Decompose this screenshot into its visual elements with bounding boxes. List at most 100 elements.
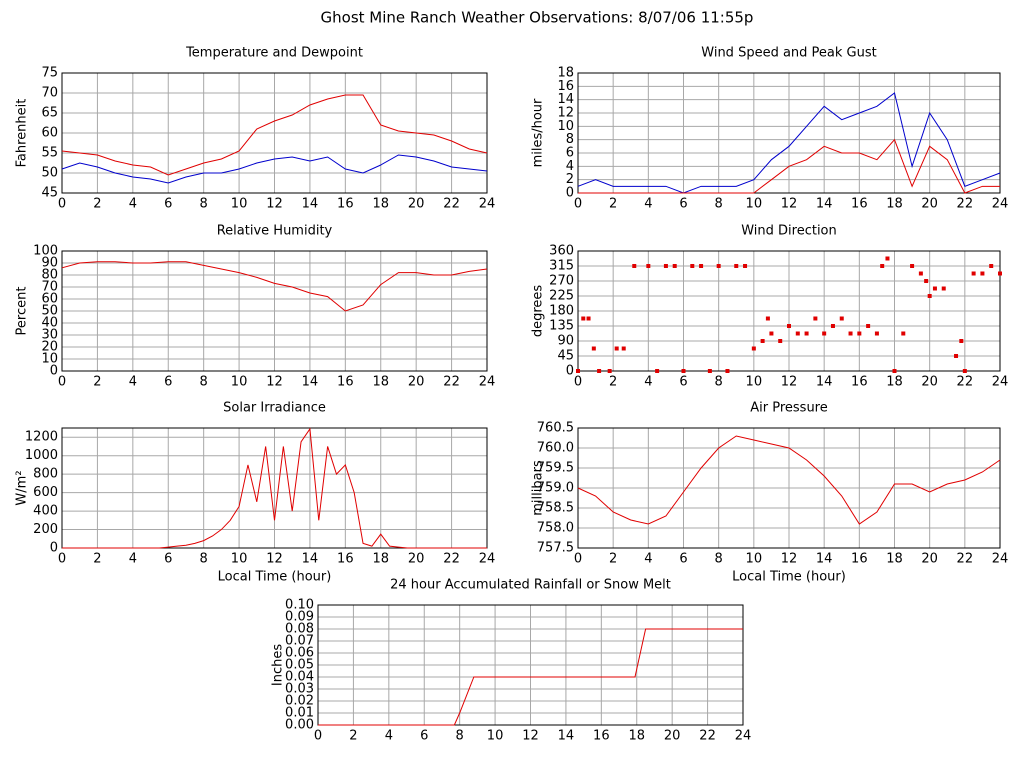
y-tick-label: 0 — [50, 364, 58, 379]
y-tick-label: 0.09 — [285, 610, 314, 625]
data-point — [751, 346, 756, 351]
data-point — [690, 264, 695, 268]
y-tick-label: 75 — [41, 66, 58, 81]
x-tick-label: 24 — [479, 552, 496, 567]
data-point — [725, 369, 730, 373]
data-point — [581, 316, 586, 321]
x-tick-label: 0 — [58, 197, 66, 212]
y-tick-label: 759.5 — [537, 461, 574, 476]
x-tick-label: 10 — [746, 552, 763, 567]
x-axis-label: Local Time (hour) — [218, 570, 332, 585]
y-tick-label: 0.03 — [285, 682, 314, 697]
x-tick-label: 2 — [93, 197, 101, 212]
y-tick-label: 0 — [50, 541, 58, 556]
x-tick-label: 14 — [816, 375, 833, 390]
data-point — [699, 264, 704, 268]
x-tick-label: 8 — [200, 197, 208, 212]
x-tick-label: 6 — [164, 197, 172, 212]
data-point — [857, 331, 862, 336]
x-tick-label: 16 — [337, 552, 354, 567]
x-tick-label: 8 — [200, 375, 208, 390]
y-tick-label: 0.10 — [285, 598, 314, 613]
data-point — [971, 271, 976, 276]
x-tick-label: 6 — [164, 552, 172, 567]
chart-title: Air Pressure — [750, 401, 828, 416]
data-point — [646, 264, 651, 268]
y-tick-label: 315 — [549, 259, 574, 274]
y-tick-label: 758.5 — [537, 501, 574, 516]
data-point — [655, 369, 660, 373]
y-tick-label: 30 — [41, 328, 58, 343]
x-tick-label: 18 — [886, 197, 903, 212]
data-point — [866, 324, 871, 328]
x-tick-label: 14 — [302, 197, 319, 212]
y-tick-label: 0 — [566, 186, 574, 201]
plot-frame — [317, 604, 744, 726]
x-tick-label: 6 — [164, 375, 172, 390]
data-point — [880, 264, 885, 268]
x-tick-label: 6 — [679, 375, 687, 390]
y-tick-label: 100 — [33, 244, 58, 259]
y-axis-label: millibars — [531, 460, 546, 516]
x-tick-label: 8 — [715, 375, 723, 390]
x-tick-label: 22 — [957, 197, 974, 212]
y-tick-label: 0.08 — [285, 622, 314, 637]
y-tick-label: 90 — [41, 256, 58, 271]
x-tick-label: 14 — [302, 552, 319, 567]
y-tick-label: 0 — [566, 364, 574, 379]
x-tick-label: 2 — [609, 197, 617, 212]
data-point — [892, 369, 897, 373]
chart-title: Wind Speed and Peak Gust — [701, 46, 876, 61]
x-tick-label: 22 — [957, 552, 974, 567]
data-point — [901, 331, 906, 336]
y-tick-label: 0.02 — [285, 694, 314, 709]
data-point — [734, 264, 739, 268]
x-tick-label: 22 — [957, 375, 974, 390]
x-tick-label: 4 — [644, 552, 652, 567]
y-axis-label: W/m² — [15, 470, 30, 505]
y-tick-label: 0.00 — [285, 718, 314, 733]
x-tick-label: 2 — [609, 552, 617, 567]
data-point — [765, 316, 770, 321]
x-tick-label: 0 — [574, 552, 582, 567]
data-point — [924, 279, 929, 283]
x-tick-label: 12 — [522, 729, 539, 744]
y-axis-label: Inches — [271, 644, 286, 686]
x-tick-label: 12 — [266, 375, 283, 390]
data-point — [813, 316, 818, 321]
y-tick-label: 70 — [41, 280, 58, 295]
x-tick-label: 24 — [479, 197, 496, 212]
data-point — [778, 339, 783, 343]
plot-frame — [61, 427, 488, 549]
y-tick-label: 6 — [566, 146, 574, 161]
x-tick-label: 12 — [266, 197, 283, 212]
x-tick-label: 0 — [574, 197, 582, 212]
plot-frame — [577, 250, 1001, 372]
chart-title: 24 hour Accumulated Rainfall or Snow Mel… — [390, 578, 671, 593]
x-tick-label: 10 — [231, 552, 248, 567]
x-tick-label: 16 — [593, 729, 610, 744]
x-tick-label: 0 — [314, 729, 322, 744]
y-tick-label: 18 — [557, 66, 574, 81]
x-tick-label: 14 — [302, 375, 319, 390]
x-tick-label: 4 — [644, 375, 652, 390]
y-tick-label: 760.5 — [537, 421, 574, 436]
y-tick-label: 0.05 — [285, 658, 314, 673]
y-tick-label: 60 — [41, 292, 58, 307]
x-tick-label: 16 — [337, 197, 354, 212]
data-point — [822, 331, 827, 336]
page-title: Ghost Mine Ranch Weather Observations: 8… — [321, 9, 754, 27]
x-tick-label: 12 — [781, 552, 798, 567]
y-axis-label: degrees — [531, 285, 546, 338]
data-point — [839, 316, 844, 321]
y-axis-label: Percent — [15, 287, 30, 336]
y-tick-label: 135 — [549, 319, 574, 334]
x-tick-label: 22 — [699, 729, 716, 744]
y-tick-label: 10 — [557, 119, 574, 134]
y-tick-label: 80 — [41, 268, 58, 283]
data-point — [980, 271, 985, 276]
x-tick-label: 4 — [644, 197, 652, 212]
x-tick-label: 8 — [715, 552, 723, 567]
x-tick-label: 12 — [781, 197, 798, 212]
